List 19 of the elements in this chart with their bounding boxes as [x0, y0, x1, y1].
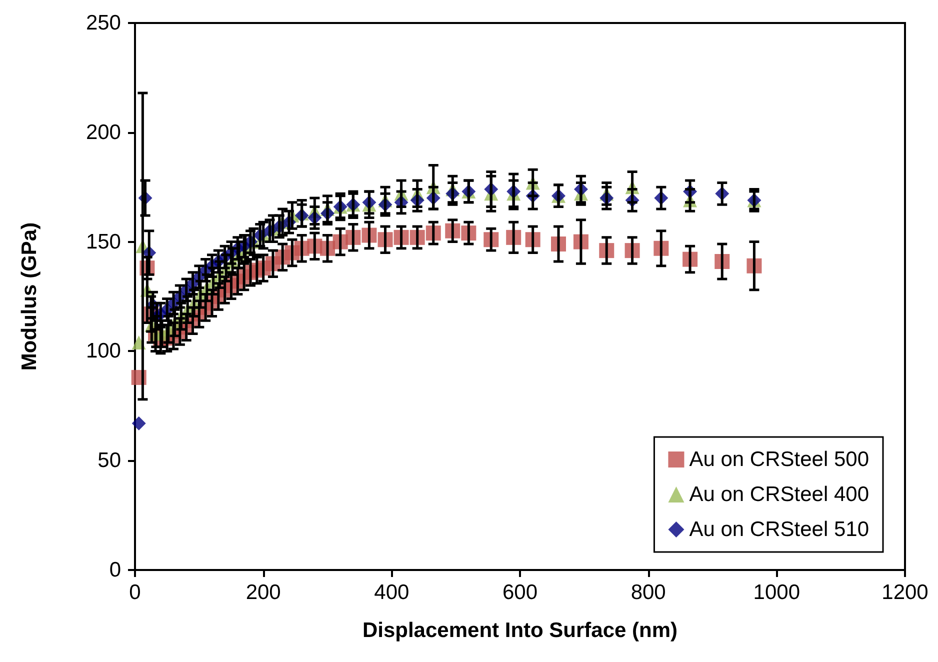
x-tick-label: 200 [246, 581, 281, 604]
y-tick-label: 50 [98, 449, 121, 472]
x-axis-title: Displacement Into Surface (nm) [362, 619, 678, 642]
y-axis-title: Modulus (GPa) [18, 222, 41, 371]
y-tick-label: 0 [109, 558, 121, 582]
y-tick-label: 150 [86, 230, 121, 254]
x-tick-label: 800 [630, 581, 666, 604]
legend-label: Au on CRSteel 510 [689, 518, 870, 541]
x-tick-label: 0 [129, 581, 141, 604]
point [132, 416, 146, 430]
x-tick-label: 1200 [882, 581, 928, 604]
x-tick-label: 600 [502, 581, 538, 604]
x-tick-label: 1000 [753, 581, 800, 604]
legend-label: Au on CRSteel 500 [689, 448, 870, 471]
y-tick-label: 200 [86, 120, 121, 144]
y-tick-label: 250 [86, 12, 121, 34]
legend-label: Au on CRSteel 400 [689, 483, 870, 506]
y-tick-label: 100 [86, 340, 121, 363]
x-tick-label: 400 [374, 581, 410, 604]
